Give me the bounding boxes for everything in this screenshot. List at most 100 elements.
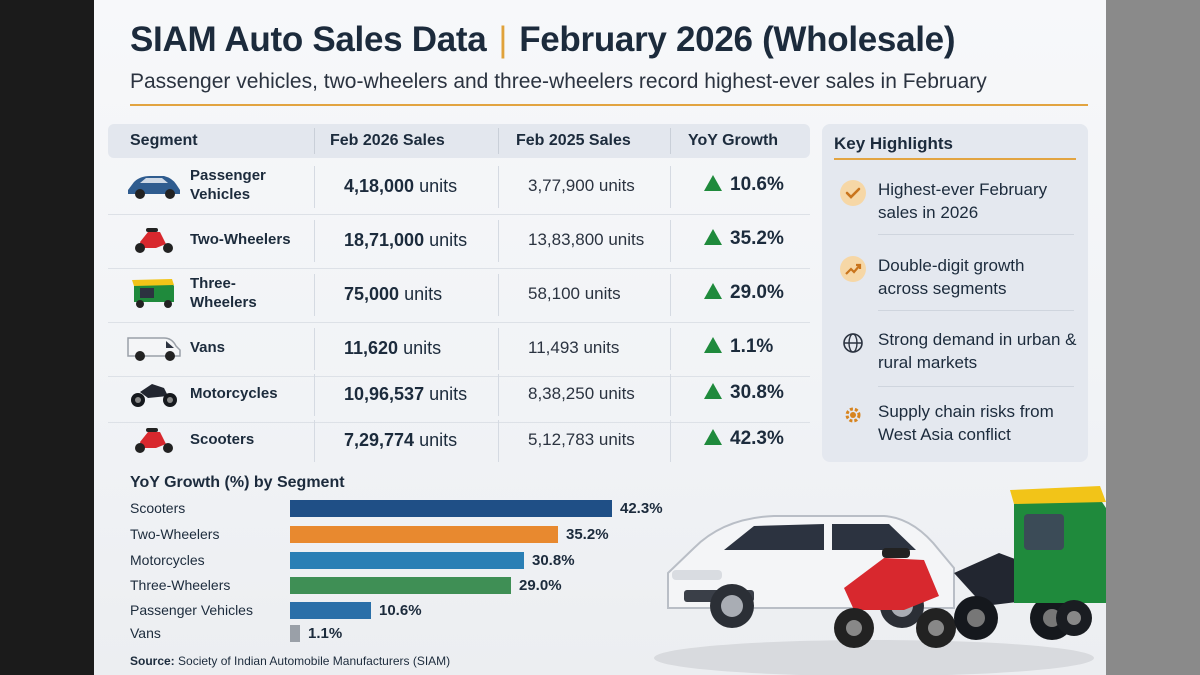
column-divider: [498, 374, 499, 416]
column-divider: [670, 374, 671, 416]
growth-bar: [290, 602, 371, 619]
header-divider: [498, 128, 499, 154]
van-icon: [126, 332, 182, 362]
column-divider: [498, 328, 499, 370]
col-header-feb2026: Feb 2026 Sales: [330, 132, 445, 149]
table-row: Passenger Vehicles 4,18,000 units 3,77,900…: [108, 162, 810, 212]
segment-name: Three-Wheelers: [190, 275, 257, 311]
page-title: SIAM Auto Sales Data | February 2026 (Whol…: [130, 20, 955, 60]
table-header: Segment Feb 2026 Sales Feb 2025 Sales Yo…: [108, 124, 810, 158]
infographic-card: SIAM Auto Sales Data | February 2026 (Whol…: [94, 0, 1106, 675]
growth-bar: [290, 500, 612, 517]
growth-bar: [290, 526, 558, 543]
column-divider: [314, 220, 315, 262]
category-label: Passenger Vehicles: [130, 602, 253, 618]
yoy-growth: 29.0%: [704, 282, 784, 304]
feb2026-number: 18,71,000: [344, 230, 425, 250]
title-divider: [130, 104, 1088, 106]
checkmark-icon: [840, 180, 866, 206]
yoy-growth: 10.6%: [704, 174, 784, 196]
source-text: Society of Indian Automobile Manufacture…: [178, 654, 451, 668]
yoy-growth: 42.3%: [704, 428, 784, 450]
auto-rickshaw-icon: [126, 278, 182, 308]
category-label: Scooters: [130, 500, 186, 516]
segment-name: Passenger Vehicles: [190, 167, 266, 203]
left-letterbox: [0, 0, 94, 675]
category-label: Vans: [130, 625, 161, 641]
highlight-divider: [878, 386, 1074, 387]
scooter-icon: [126, 224, 182, 254]
arrow-up-icon: [704, 229, 722, 245]
column-divider: [670, 274, 671, 316]
vehicles-illustration: [654, 486, 1106, 675]
highlights-title: Key Highlights: [834, 134, 954, 153]
source-label: Source:: [130, 654, 175, 668]
feb2026-value: 7,29,774 units: [344, 430, 457, 451]
col-header-yoy: YoY Growth: [688, 132, 779, 149]
growth-value: 29.0%: [730, 282, 784, 303]
growth-value: 35.2%: [730, 228, 784, 249]
column-divider: [314, 374, 315, 416]
row-divider: [108, 268, 810, 269]
column-divider: [670, 220, 671, 262]
row-divider: [108, 214, 810, 215]
growth-bar: [290, 552, 524, 569]
highlight-divider: [878, 234, 1074, 235]
col-header-feb2025: Feb 2025 Sales: [516, 132, 631, 149]
yoy-growth: 1.1%: [704, 336, 773, 358]
highlight-text: Strong demand in urban & rural markets: [878, 330, 1077, 372]
globe-icon: [840, 330, 866, 356]
source-note: Source: Society of Indian Automobile Man…: [130, 654, 450, 668]
highlight-text: Highest-ever February sales in 2026: [878, 180, 1048, 222]
table-row: Two-Wheelers 18,71,000 units 13,83,800 uni…: [108, 216, 810, 266]
feb2026-value: 10,96,537 units: [344, 384, 467, 405]
header-divider: [670, 128, 671, 154]
highlight-text: Double-digit growth across segments: [878, 256, 1025, 298]
table-row: Scooters 7,29,774 units 5,12,783 units 42.3…: [108, 416, 810, 466]
feb2026-number: 11,620: [344, 338, 399, 358]
feb2025-value: 11,493 units: [528, 338, 620, 357]
unit-word: units: [403, 338, 442, 358]
column-divider: [314, 328, 315, 370]
feb2026-number: 75,000: [344, 284, 400, 304]
segment-name: Scooters: [190, 431, 255, 448]
growth-bar: [290, 625, 300, 642]
column-divider: [670, 166, 671, 208]
feb2026-value: 18,71,000 units: [344, 230, 467, 251]
column-divider: [670, 328, 671, 370]
scooter-illustration: [834, 548, 956, 648]
feb2026-number: 7,29,774: [344, 430, 415, 450]
key-highlights-panel: Key Highlights Highest-ever February sal…: [822, 124, 1088, 462]
highlights-divider: [834, 158, 1076, 160]
unit-word: units: [429, 230, 468, 250]
trend-up-icon: [840, 256, 866, 282]
arrow-up-icon: [704, 337, 722, 353]
feb2025-value: 3,77,900 units: [528, 176, 635, 195]
column-divider: [498, 166, 499, 208]
highlight-divider: [878, 310, 1074, 311]
unit-word: units: [419, 430, 458, 450]
right-letterbox: [1106, 0, 1200, 675]
unit-word: units: [404, 284, 443, 304]
table-row: Vans 11,620 units 11,493 units 1.1%: [108, 324, 810, 374]
bar-value-label: 30.8%: [532, 552, 575, 569]
scooter-icon: [126, 424, 182, 454]
row-divider: [108, 322, 810, 323]
column-divider: [670, 420, 671, 462]
bar-value-label: 1.1%: [308, 625, 343, 642]
feb2026-value: 75,000 units: [344, 284, 442, 305]
arrow-up-icon: [704, 383, 722, 399]
column-divider: [498, 220, 499, 262]
feb2025-value: 58,100 units: [528, 284, 621, 303]
arrow-up-icon: [704, 283, 722, 299]
feb2026-number: 4,18,000: [344, 176, 415, 196]
growth-value: 42.3%: [730, 428, 784, 449]
title-right: February 2026 (Wholesale): [519, 20, 956, 59]
yoy-growth: 35.2%: [704, 228, 784, 250]
segment-name: Two-Wheelers: [190, 231, 291, 248]
feb2025-value: 8,38,250 units: [528, 384, 635, 403]
title-left: SIAM Auto Sales Data: [130, 20, 487, 59]
highlight-text: Supply chain risks from West Asia confli…: [878, 402, 1054, 444]
arrow-up-icon: [704, 429, 722, 445]
table-row: Three-Wheelers 75,000 units 58,100 units 29…: [108, 270, 810, 320]
